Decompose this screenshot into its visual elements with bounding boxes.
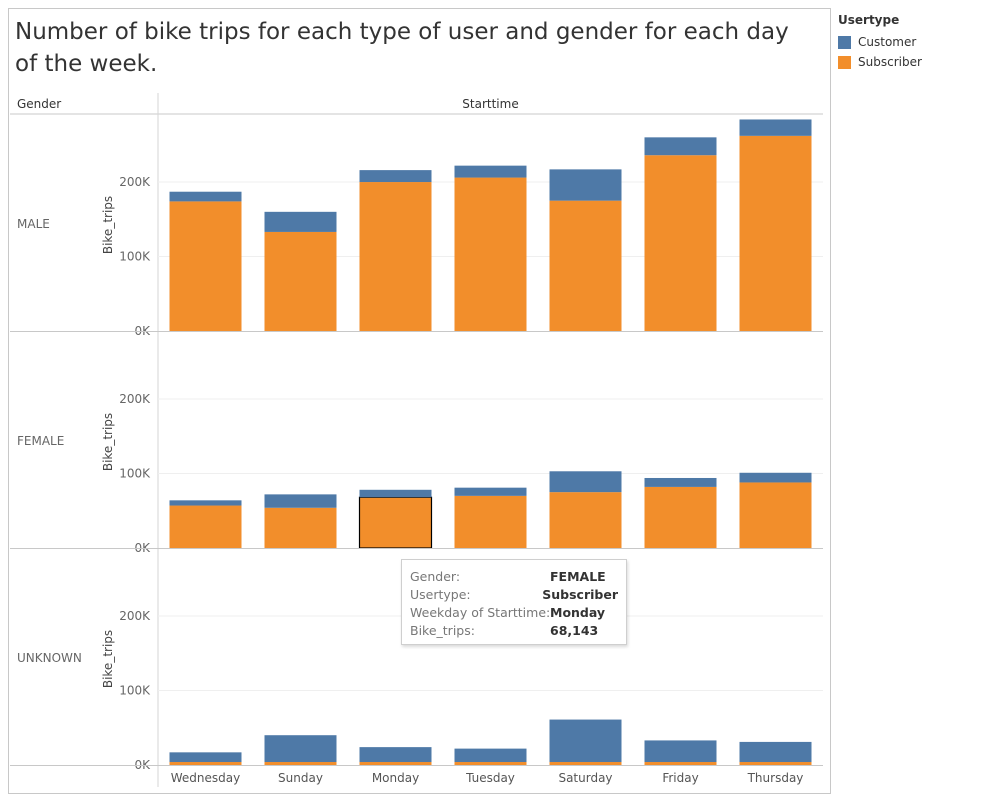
bar-male-thursday-customer — [739, 119, 812, 136]
bar-male-saturday-customer — [549, 169, 622, 201]
tooltip-key: Weekday of Starttime: — [410, 605, 551, 620]
bar-female-monday-subscriber — [358, 496, 433, 549]
y-tick-label: 200K — [119, 175, 151, 189]
bar-male-sunday-subscriber — [264, 231, 337, 331]
tooltip-row-usertype: Usertype: Subscriber — [410, 586, 618, 604]
legend-item-subscriber[interactable]: Subscriber — [838, 52, 922, 72]
bar-female-monday-customer — [359, 489, 432, 498]
y-axis-title: Bike_trips — [101, 413, 115, 471]
bar-male-monday-customer — [359, 170, 432, 183]
bar-female-saturday-customer — [549, 471, 622, 493]
bar-unknown-monday-customer — [359, 747, 432, 763]
y-tick-label: 100K — [119, 250, 151, 264]
bar-male-tuesday-customer — [454, 165, 527, 178]
bar-unknown-saturday-customer — [549, 719, 622, 763]
legend-item-customer[interactable]: Customer — [838, 32, 922, 52]
legend-swatch-subscriber — [838, 55, 851, 69]
bar-unknown-saturday-subscriber — [549, 762, 622, 765]
tooltip-value: 68,143 — [550, 623, 599, 638]
tooltip-value: FEMALE — [550, 569, 606, 584]
bar-female-wednesday-customer — [169, 500, 242, 506]
bar-female-friday-subscriber — [644, 486, 717, 548]
tooltip-value: Monday — [550, 605, 606, 620]
bar-unknown-sunday-customer — [264, 735, 337, 763]
tooltip-row-weekday: Weekday of Starttime: Monday — [410, 604, 618, 622]
panel-label-unknown: UNKNOWN — [17, 651, 82, 665]
legend: Usertype Customer Subscriber — [838, 13, 922, 72]
bar-unknown-wednesday-subscriber — [169, 762, 242, 765]
y-tick-label: 200K — [119, 609, 151, 623]
legend-swatch-customer — [838, 35, 851, 49]
y-tick-label: 100K — [119, 467, 151, 481]
bar-male-tuesday-subscriber — [454, 177, 527, 331]
x-tick-label-thursday: Thursday — [747, 771, 804, 785]
panel-label-female: FEMALE — [17, 434, 64, 448]
x-tick-label-sunday: Sunday — [278, 771, 323, 785]
bar-male-monday-subscriber — [359, 182, 432, 331]
panel-label-male: MALE — [17, 217, 50, 231]
legend-label-subscriber: Subscriber — [858, 55, 922, 69]
bar-female-thursday-customer — [739, 472, 812, 483]
bar-male-wednesday-customer — [169, 191, 242, 202]
y-tick-label: 100K — [119, 684, 151, 698]
bar-female-sunday-customer — [264, 494, 337, 508]
bar-female-saturday-subscriber — [549, 492, 622, 548]
bar-unknown-friday-subscriber — [644, 762, 717, 765]
bar-male-thursday-subscriber — [739, 135, 812, 331]
tooltip-row-gender: Gender: FEMALE — [410, 568, 618, 586]
column-header-starttime: Starttime — [462, 97, 518, 111]
tooltip-key: Gender: — [410, 569, 461, 584]
bar-unknown-thursday-customer — [739, 741, 812, 763]
tooltip-key: Bike_trips: — [410, 623, 475, 638]
bar-unknown-friday-customer — [644, 740, 717, 763]
x-tick-label-monday: Monday — [372, 771, 419, 785]
tooltip: Gender: FEMALE Usertype: Subscriber Week… — [401, 559, 627, 645]
legend-label-customer: Customer — [858, 35, 917, 49]
bar-male-wednesday-subscriber — [169, 201, 242, 331]
x-tick-label-tuesday: Tuesday — [465, 771, 515, 785]
x-tick-label-saturday: Saturday — [558, 771, 612, 785]
bar-unknown-sunday-subscriber — [264, 762, 337, 765]
tooltip-row-trips: Bike_trips: 68,143 — [410, 622, 618, 640]
bar-male-friday-subscriber — [644, 155, 717, 331]
bar-unknown-thursday-subscriber — [739, 762, 812, 765]
bar-male-sunday-customer — [264, 211, 337, 232]
bar-unknown-monday-subscriber — [359, 762, 432, 765]
legend-title: Usertype — [838, 13, 900, 27]
y-axis-title: Bike_trips — [101, 630, 115, 688]
bar-female-tuesday-customer — [454, 487, 527, 496]
x-tick-label-wednesday: Wednesday — [171, 771, 240, 785]
bar-male-saturday-subscriber — [549, 200, 622, 331]
y-tick-label: 200K — [119, 392, 151, 406]
row-header-gender: Gender — [17, 97, 61, 111]
bar-female-thursday-subscriber — [739, 482, 812, 548]
bar-unknown-tuesday-customer — [454, 748, 527, 763]
bar-female-tuesday-subscriber — [454, 495, 527, 548]
bar-unknown-wednesday-customer — [169, 752, 242, 763]
chart-title: Number of bike trips for each type of us… — [15, 19, 789, 77]
bar-female-wednesday-subscriber — [169, 505, 242, 548]
bar-female-friday-customer — [644, 477, 717, 487]
bar-unknown-tuesday-subscriber — [454, 762, 527, 765]
bar-male-friday-customer — [644, 137, 717, 156]
y-axis-title: Bike_trips — [101, 196, 115, 254]
tooltip-value: Subscriber — [542, 587, 618, 602]
tooltip-key: Usertype: — [410, 587, 471, 602]
x-tick-label-friday: Friday — [662, 771, 698, 785]
bar-female-sunday-subscriber — [264, 507, 337, 548]
chart-frame — [8, 8, 831, 794]
